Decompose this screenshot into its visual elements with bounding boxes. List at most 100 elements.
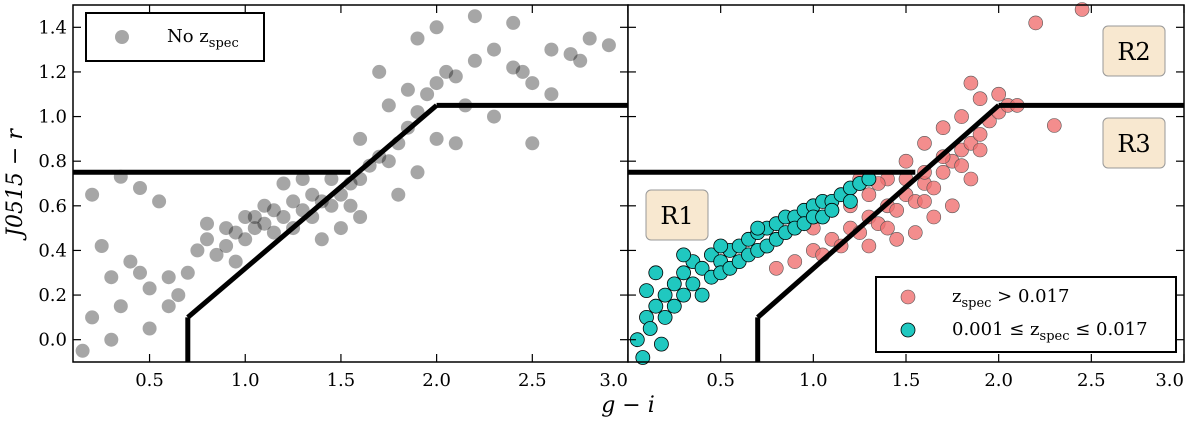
right-point-s0 xyxy=(861,187,877,202)
left-point-s0 xyxy=(276,210,291,224)
region-label-r2: R2 xyxy=(1102,25,1166,77)
right-point-s0 xyxy=(991,86,1007,102)
left-point-s0 xyxy=(448,136,463,151)
left-point-s0 xyxy=(400,82,415,97)
left-point-s0 xyxy=(420,87,435,102)
right-point-s0 xyxy=(944,198,960,214)
right-point-s1 xyxy=(713,238,729,254)
right-y-ticks xyxy=(628,26,1184,341)
left-point-s0 xyxy=(448,69,463,84)
y-axis-label: J0515 − r xyxy=(3,128,28,241)
left-point-s0 xyxy=(372,64,387,79)
left-xtick-label: 1.0 xyxy=(231,370,260,391)
left-point-s0 xyxy=(266,225,281,240)
left-point-s0 xyxy=(324,172,339,186)
svg-text:R2: R2 xyxy=(1117,38,1150,66)
left-point-s0 xyxy=(152,194,167,209)
ytick-label: 1.0 xyxy=(38,107,67,128)
legend-marker-no-zspec xyxy=(115,30,129,44)
right-point-s1 xyxy=(666,298,682,314)
left-point-s0 xyxy=(324,198,339,213)
right-panel: 0.5 1.0 1.5 2.0 2.5 3.0 R1 R2 R3 zspec > 0.01… xyxy=(627,2,1185,391)
left-point-s0 xyxy=(439,64,454,79)
ytick-label: 0.4 xyxy=(38,240,67,261)
left-point-s0 xyxy=(276,176,291,191)
right-point-s0 xyxy=(768,260,784,276)
left-point-s0 xyxy=(266,203,281,218)
left-point-s0 xyxy=(180,265,195,280)
right-point-s0 xyxy=(787,254,803,269)
left-point-s0 xyxy=(314,232,329,247)
left-point-s0 xyxy=(247,210,262,224)
right-point-s1 xyxy=(639,283,654,299)
right-point-s0 xyxy=(963,75,979,91)
right-legend: zspec > 0.017 0.001 ≤ zspec ≤ 0.017 xyxy=(875,276,1177,353)
left-point-s0 xyxy=(429,131,444,146)
left-point-s0 xyxy=(391,187,406,202)
left-point-s0 xyxy=(94,239,109,253)
right-point-s0 xyxy=(889,203,905,218)
right-point-s0 xyxy=(1028,15,1043,31)
right-point-s0 xyxy=(926,180,942,196)
ytick-label: 1.2 xyxy=(38,62,67,83)
left-point-s0 xyxy=(161,270,176,285)
left-xtick-label: 0.5 xyxy=(135,370,164,391)
right-point-s1 xyxy=(648,298,664,314)
left-point-s0 xyxy=(142,281,157,296)
right-point-s0 xyxy=(972,91,988,106)
left-point-s0 xyxy=(85,187,100,202)
right-point-s0 xyxy=(917,136,932,151)
left-point-s0 xyxy=(104,332,119,347)
right-point-s1 xyxy=(750,220,766,236)
left-point-s0 xyxy=(75,343,90,358)
left-point-s0 xyxy=(228,254,243,269)
left-point-s0 xyxy=(133,181,147,195)
right-point-s0 xyxy=(889,232,905,247)
right-xtick-label: 3.0 xyxy=(1155,370,1184,391)
right-xtick-label: 1.5 xyxy=(892,370,921,391)
left-x-ticks: 0.5 1.0 1.5 2.0 2.5 3.0 xyxy=(135,5,629,391)
svg-text:R1: R1 xyxy=(660,202,693,230)
left-point-s0 xyxy=(467,9,482,24)
legend-label-zspec-low: 0.001 ≤ zspec ≤ 0.017 xyxy=(952,319,1148,344)
left-point-s0 xyxy=(429,20,444,35)
left-panel: 0.5 1.0 1.5 2.0 2.5 3.0 0.0 0.2 0.4 0.6 0.8 1.0 1.2… xyxy=(38,4,629,391)
left-point-s0 xyxy=(209,247,224,262)
right-point-s1 xyxy=(676,247,691,263)
legend-label-zspec-high: zspec > 0.017 xyxy=(952,286,1070,311)
region-label-r3: R3 xyxy=(1102,117,1166,169)
left-point-s0 xyxy=(333,221,348,236)
left-point-s0 xyxy=(286,194,301,209)
left-point-s0 xyxy=(381,98,396,113)
right-cut-lines xyxy=(628,102,1184,362)
left-point-s0 xyxy=(190,243,205,258)
ytick-label: 0.2 xyxy=(38,285,67,306)
right-point-s0 xyxy=(1074,2,1090,17)
left-diagonal-cut xyxy=(186,103,439,320)
right-point-s1 xyxy=(676,287,691,303)
right-point-s1 xyxy=(694,260,710,276)
right-xtick-label: 0.5 xyxy=(706,370,735,391)
x-axis-label: g − i xyxy=(601,393,655,418)
left-point-s0 xyxy=(381,154,396,169)
left-point-s0 xyxy=(506,60,521,75)
left-point-s0 xyxy=(104,270,119,285)
right-xtick-label: 2.0 xyxy=(984,370,1013,391)
left-point-s0 xyxy=(171,288,186,303)
left-point-s0 xyxy=(467,53,482,68)
left-point-s0 xyxy=(573,53,588,68)
left-point-s0 xyxy=(515,64,530,79)
left-point-s0 xyxy=(113,299,128,314)
left-point-s0 xyxy=(238,232,253,247)
left-xtick-label: 2.0 xyxy=(422,370,451,391)
left-legend: No zspec xyxy=(85,12,265,62)
left-point-s0 xyxy=(219,221,234,236)
right-point-s1 xyxy=(642,321,658,336)
right-point-s0 xyxy=(917,194,932,209)
left-point-s0 xyxy=(563,47,578,62)
ytick-label: 0.6 xyxy=(38,196,67,217)
left-point-s0 xyxy=(161,299,176,314)
left-point-s0 xyxy=(200,216,214,231)
left-y-ticks: 0.0 0.2 0.4 0.6 0.8 1.0 1.2 1.4 xyxy=(38,17,628,351)
